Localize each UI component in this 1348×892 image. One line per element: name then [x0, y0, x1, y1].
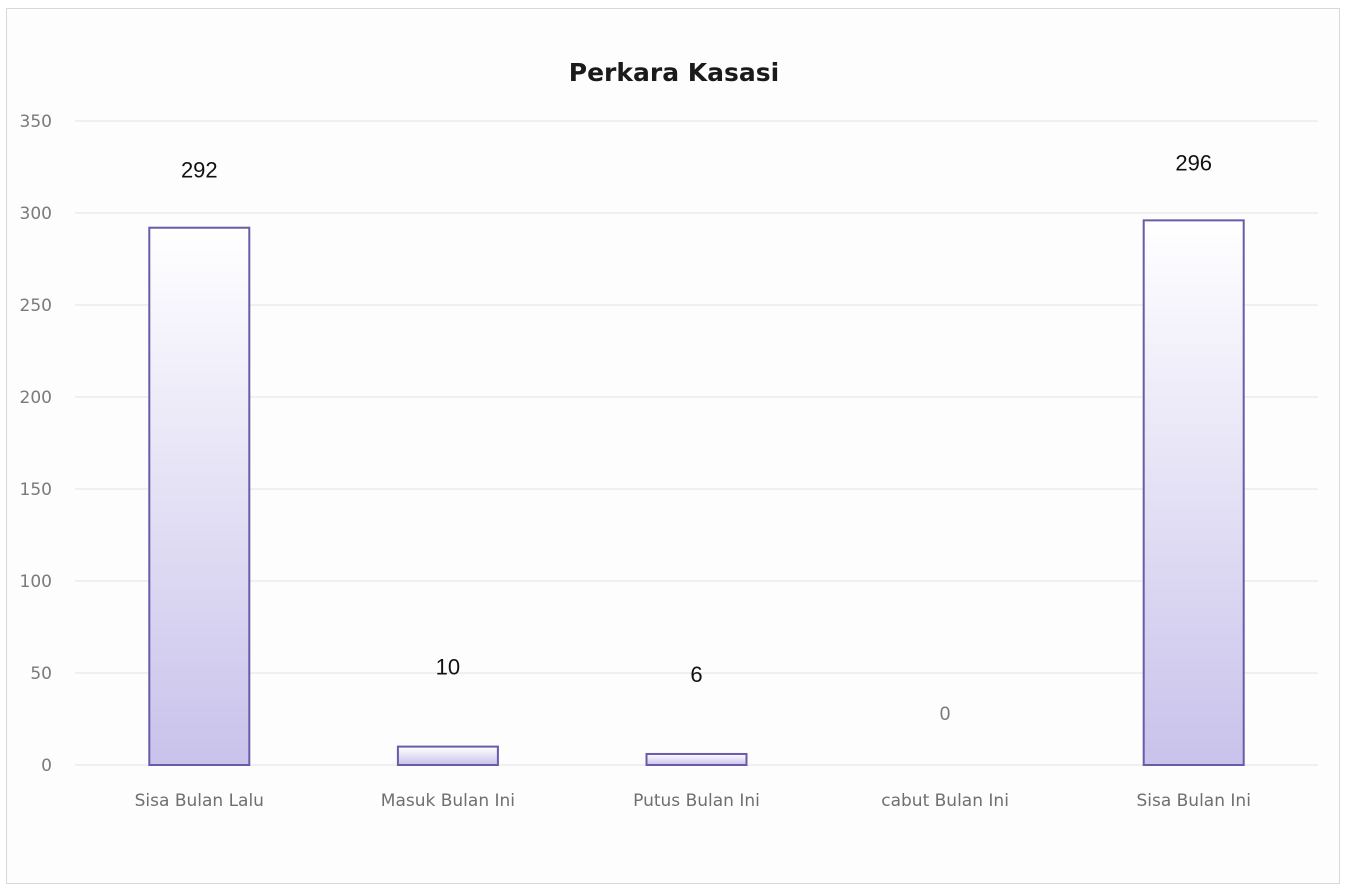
data-labels: 292 10 6 0 296	[181, 150, 1212, 725]
y-tick-label: 200	[20, 388, 52, 408]
y-tick-label: 50	[30, 664, 52, 684]
data-label: 296	[1175, 150, 1212, 175]
y-tick-label: 350	[20, 112, 52, 132]
x-category-label: Masuk Bulan Ini	[381, 791, 515, 811]
y-tick-label: 100	[20, 572, 52, 592]
chart-title: Perkara Kasasi	[568, 58, 780, 87]
bar-1	[396, 745, 499, 766]
gridlines	[75, 120, 1318, 766]
x-category-label: Sisa Bulan Lalu	[135, 791, 264, 811]
bar-0	[148, 226, 251, 767]
y-tick-label: 250	[20, 296, 52, 316]
y-tick-label: 300	[20, 204, 52, 224]
data-label: 0	[940, 704, 951, 725]
y-axis-tick-labels: 0 50 100 150 200 250 300 350	[20, 112, 52, 776]
bar-2	[645, 752, 748, 767]
data-label: 10	[436, 655, 460, 680]
x-category-label: Sisa Bulan Ini	[1136, 791, 1250, 811]
x-category-label: cabut Bulan Ini	[881, 791, 1009, 811]
data-label: 292	[181, 158, 218, 183]
x-axis-category-labels: Sisa Bulan Lalu Masuk Bulan Ini Putus Bula…	[135, 791, 1251, 811]
data-label: 6	[690, 662, 702, 687]
y-tick-label: 150	[20, 480, 52, 500]
x-category-label: Putus Bulan Ini	[633, 791, 760, 811]
y-tick-label: 0	[41, 756, 52, 776]
bars	[148, 219, 1245, 767]
bar-4	[1142, 219, 1245, 767]
